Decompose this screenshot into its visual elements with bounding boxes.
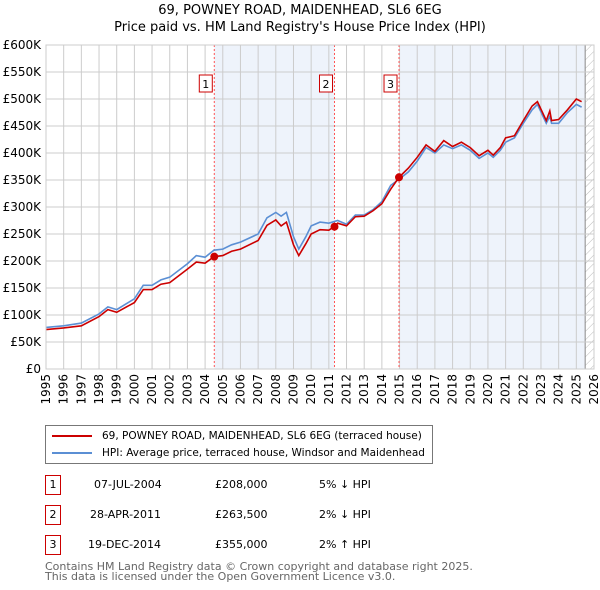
y-tick-label: £600K (3, 38, 43, 52)
y-tick-label: £450K (3, 119, 43, 133)
transaction-hpi: 2% ↓ HPI (319, 508, 371, 521)
transaction-hpi: 2% ↑ HPI (319, 538, 371, 551)
plot-border (45, 44, 595, 370)
legend-label-hpi: HPI: Average price, terraced house, Wind… (102, 447, 425, 459)
transaction-number: 1 (45, 475, 61, 495)
x-tick-label: 1999 (110, 374, 124, 405)
x-tick-label: 2013 (357, 374, 371, 405)
sale-label-box (318, 74, 333, 93)
x-tick-label: 2025 (569, 374, 583, 405)
sale-label: 3 (387, 78, 394, 91)
x-tick-label: 2026 (587, 374, 600, 405)
sale-point (330, 222, 339, 231)
sale-point (395, 173, 404, 182)
transaction-number: 2 (45, 505, 61, 525)
x-tick-label: 2012 (340, 374, 354, 405)
sale-label: 2 (322, 78, 329, 91)
x-tick-label: 2001 (145, 374, 159, 405)
x-tick-label: 2018 (446, 374, 460, 405)
transaction-date: 07-JUL-2004 (94, 478, 162, 491)
x-tick-label: 2011 (322, 374, 336, 405)
sale-label-box (383, 74, 398, 93)
x-tick-label: 2005 (216, 374, 230, 405)
x-tick-label: 2024 (552, 374, 566, 405)
y-tick-label: £550K (3, 65, 43, 79)
transaction-date: 28-APR-2011 (90, 508, 162, 521)
sale-label-box (198, 74, 213, 93)
x-tick-label: 2000 (127, 374, 141, 405)
chart-title: 69, POWNEY ROAD, MAIDENHEAD, SL6 6EG (158, 3, 442, 18)
x-tick-label: 2020 (481, 374, 495, 405)
footer-copyright: Contains HM Land Registry data © Crown c… (45, 560, 473, 573)
legend-swatch-price (52, 435, 92, 437)
x-tick-label: 2014 (375, 374, 389, 405)
y-tick-label: £400K (3, 146, 43, 160)
x-tick-label: 2006 (233, 374, 247, 405)
legend: 69, POWNEY ROAD, MAIDENHEAD, SL6 6EG (te… (45, 425, 433, 464)
transaction-date: 19-DEC-2014 (88, 538, 162, 551)
x-tick-label: 2003 (180, 374, 194, 405)
y-tick-label: £500K (3, 92, 43, 106)
y-tick-label: £300K (3, 200, 43, 214)
y-tick-label: £0 (26, 362, 41, 376)
x-tick-label: 2021 (499, 374, 513, 405)
transaction-price: £355,000 (215, 538, 268, 551)
legend-swatch-hpi (52, 452, 92, 454)
y-tick-label: £50K (10, 335, 42, 349)
x-tick-label: 2016 (410, 374, 424, 405)
x-tick-label: 1997 (74, 374, 88, 405)
x-tick-label: 1998 (92, 374, 106, 405)
footer-licence: This data is licensed under the Open Gov… (45, 570, 396, 583)
y-tick-label: £250K (3, 227, 43, 241)
sale-label: 1 (202, 78, 209, 91)
y-tick-label: £350K (3, 173, 43, 187)
price-paid-line (45, 97, 582, 331)
transaction-hpi: 5% ↓ HPI (319, 478, 371, 491)
x-tick-label: 2017 (428, 374, 442, 405)
x-tick-label: 2015 (393, 374, 407, 405)
x-tick-label: 2008 (269, 374, 283, 405)
x-tick-label: 2004 (198, 374, 212, 405)
transaction-price: £208,000 (215, 478, 268, 491)
price-chart: £0 £50K £100K £150K £200K £250K £300K £350K £400… (3, 38, 600, 405)
hpi-line (45, 103, 582, 329)
x-tick-label: 2002 (163, 374, 177, 405)
x-tick-label: 2007 (251, 374, 265, 405)
x-tick-label: 2019 (463, 374, 477, 405)
y-tick-label: £150K (3, 281, 43, 295)
x-tick-label: 2023 (534, 374, 548, 405)
chart-subtitle: Price paid vs. HM Land Registry's House … (114, 20, 486, 35)
x-tick-label: 1995 (39, 374, 53, 405)
x-tick-label: 1996 (57, 374, 71, 405)
y-tick-label: £100K (3, 308, 43, 322)
x-tick-label: 2022 (516, 374, 530, 405)
transaction-price: £263,500 (215, 508, 268, 521)
legend-label-price: 69, POWNEY ROAD, MAIDENHEAD, SL6 6EG (te… (102, 430, 422, 442)
transaction-number: 3 (45, 535, 61, 555)
y-tick-label: £200K (3, 254, 43, 268)
sale-point (210, 252, 219, 261)
x-tick-label: 2009 (286, 374, 300, 405)
x-tick-label: 2010 (304, 374, 318, 405)
